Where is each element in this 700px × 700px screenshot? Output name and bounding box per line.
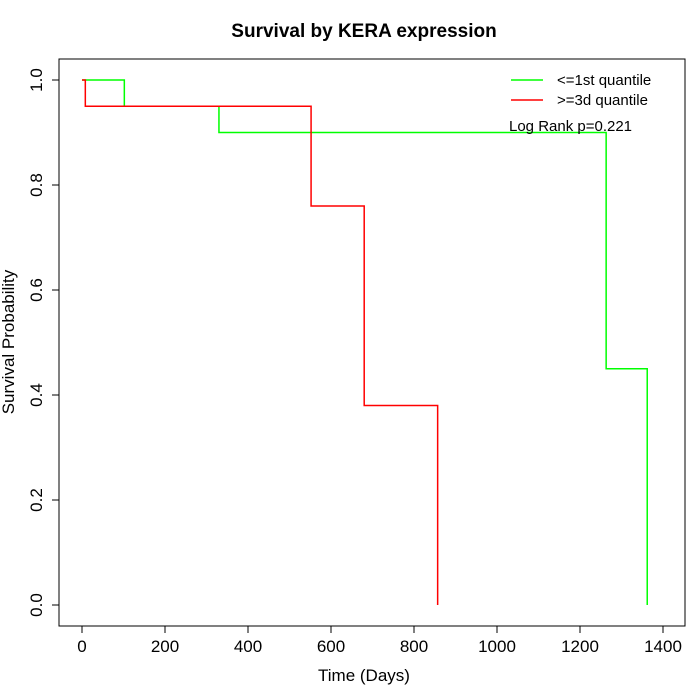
- x-tick-label: 800: [400, 637, 428, 656]
- y-tick-label: 0.8: [27, 173, 46, 197]
- log-rank-annotation: Log Rank p=0.221: [509, 118, 632, 135]
- x-tick-label: 400: [234, 637, 262, 656]
- series-layer: [82, 79, 648, 605]
- x-tick-label: 1200: [561, 637, 599, 656]
- y-axis-label: Survival Probability: [0, 269, 18, 414]
- x-tick-label: 0: [77, 637, 86, 656]
- y-tick-label: 0.2: [27, 488, 46, 512]
- x-tick-label: 200: [151, 637, 179, 656]
- legend-label: >=3d quantile: [557, 92, 648, 109]
- y-tick-label: 0.0: [27, 593, 46, 617]
- y-tick-label: 0.6: [27, 278, 46, 302]
- legend-label: <=1st quantile: [557, 72, 651, 89]
- x-axis: 0 200 400 600 800 1000 1200 1400: [77, 625, 682, 656]
- plot-frame: [58, 58, 686, 627]
- series-line-0: [82, 79, 648, 605]
- chart-title: Survival by KERA expression: [231, 21, 496, 42]
- y-tick-label: 0.4: [27, 383, 46, 407]
- x-axis-label: Time (Days): [318, 666, 410, 685]
- y-tick-label: 1.0: [27, 68, 46, 92]
- x-tick-label: 1000: [478, 637, 516, 656]
- x-tick-label: 1400: [644, 637, 682, 656]
- y-axis: 0.0 0.2 0.4 0.6 0.8 1.0: [27, 68, 60, 617]
- x-tick-label: 600: [317, 637, 345, 656]
- legend: <=1st quantile >=3d quantile: [511, 72, 651, 109]
- series-line-1: [82, 79, 439, 605]
